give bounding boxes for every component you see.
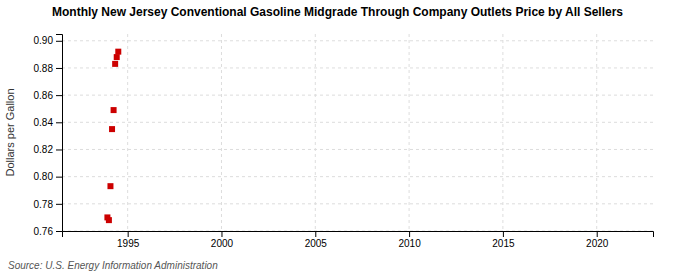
y-tick: 0.86 [34,90,62,101]
annotation: Source: U.S. Energy Information Administ… [8,260,218,271]
point [106,217,112,223]
x-tick: 2010 [398,231,421,249]
x-axis-line [63,232,654,238]
grid-line-y [62,122,653,123]
y-tick-label: 0.84 [34,117,54,128]
x-tick-label: 2000 [211,238,234,249]
x-tick-mark [409,231,410,237]
x-tick: 2020 [586,231,609,249]
grid-line-x [596,34,597,231]
point [112,61,118,67]
y-tick: 0.80 [34,171,62,182]
points [104,49,121,223]
x-tick: 2005 [305,231,328,249]
y-tick-mark [56,149,62,150]
y-axis: 0.76 0.78 0.80 0.82 0.84 0.86 0.88 0.90 [34,35,63,237]
grid-line-y [62,149,653,150]
y-tick-label: 0.86 [34,90,54,101]
y-axis-title: Dollars per Gallon [4,88,16,176]
point [109,126,115,132]
y-tick-mark [56,95,62,96]
y-tick-mark [56,68,62,69]
grid-line-y [62,67,653,68]
x-tick-mark [128,231,129,237]
point [115,49,121,55]
y-tick: 0.76 [34,226,62,237]
y-tick-label: 0.90 [34,35,54,46]
grid-line-x [127,34,128,231]
grid [62,34,653,231]
grid-line-y [62,203,653,204]
y-tick-mark [56,231,62,232]
y-tick-mark [56,122,62,123]
y-tick: 0.82 [34,144,62,155]
x-tick-mark [315,231,316,237]
grid-line-y [62,95,653,96]
y-tick: 0.88 [34,63,62,74]
chart: Monthly New Jersey Conventional Gasoline… [0,0,675,275]
y-tick-label: 0.80 [34,171,54,182]
y-tick-label: 0.78 [34,199,54,210]
y-tick: 0.78 [34,199,62,210]
x-tick: 2000 [211,231,234,249]
y-tick-label: 0.76 [34,226,54,237]
point [114,54,120,60]
x-tick-label: 2010 [398,238,421,249]
x-tick-mark [597,231,598,237]
grid-line-y [62,176,653,177]
title: Monthly New Jersey Conventional Gasoline… [52,5,623,19]
point [107,183,113,189]
plot: 1995 2000 2005 2010 2015 2020 0.76 0.78 0.80 0.82… [34,34,654,249]
x-tick-label: 2020 [586,238,609,249]
x-tick-mark [221,231,222,237]
grid-line-y [62,40,653,41]
grid-line-x [502,34,503,231]
x-axis: 1995 2000 2005 2010 2015 2020 [63,231,654,249]
grid-line-x [221,34,222,231]
y-tick-mark [56,41,62,42]
y-tick-mark [56,204,62,205]
y-tick: 0.84 [34,117,62,128]
x-tick-label: 2005 [305,238,328,249]
x-tick: 2015 [492,231,515,249]
y-tick-mark [56,177,62,178]
y-tick: 0.90 [34,35,62,46]
y-axis-line [56,35,63,232]
y-tick-label: 0.88 [34,63,54,74]
grid-line-x [409,34,410,231]
x-tick-label: 1995 [117,238,140,249]
y-tick-label: 0.82 [34,144,54,155]
x-tick-mark [503,231,504,237]
point [111,107,117,113]
x-tick-label: 2015 [492,238,515,249]
title-line: Monthly New Jersey Conventional Gasoline… [52,5,623,19]
grid-line-x [315,34,316,231]
x-tick: 1995 [117,231,140,249]
